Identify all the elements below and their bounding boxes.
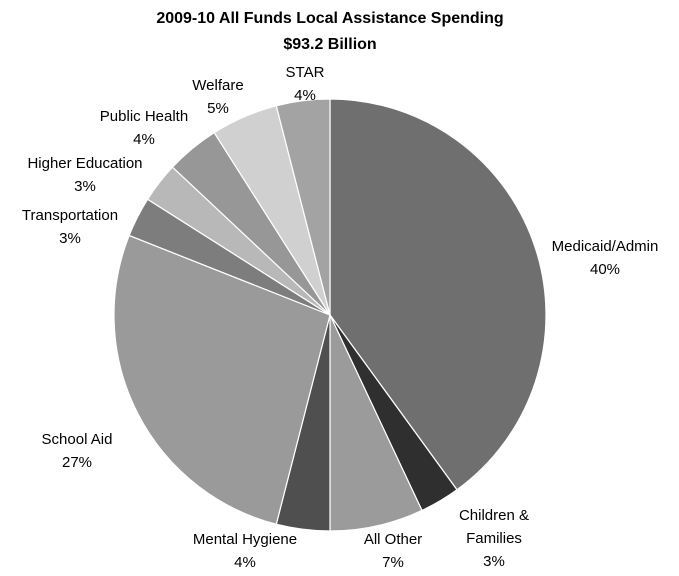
slice-label-all-other: All Other 7% — [364, 531, 422, 571]
slice-label-children-families: Children & Families 3% — [459, 507, 529, 570]
slice-label-public-health: Public Health 4% — [100, 108, 188, 148]
slice-label-school-aid: School Aid 27% — [42, 431, 113, 471]
chart-title: 2009-10 All Funds Local Assistance Spend… — [156, 10, 503, 27]
slice-label-star: STAR 4% — [286, 64, 325, 104]
pie-slice-school-aid — [113, 234, 331, 525]
slice-label-welfare: Welfare 5% — [192, 77, 243, 117]
pie-slice-medicaid-admin — [329, 98, 547, 491]
slice-label-medicaid-admin: Medicaid/Admin 40% — [552, 238, 659, 278]
pie-slices — [113, 98, 547, 532]
chart-subtitle: $93.2 Billion — [283, 36, 376, 53]
slice-label-transportation: Transportation 3% — [22, 207, 118, 247]
pie-slice-star — [275, 98, 331, 316]
slice-label-mental-hygiene: Mental Hygiene 4% — [193, 531, 297, 571]
slice-label-higher-education: Higher Education 3% — [27, 155, 142, 195]
pie-labels: Medicaid/Admin 40% Children & Families 3% All… — [22, 64, 658, 571]
